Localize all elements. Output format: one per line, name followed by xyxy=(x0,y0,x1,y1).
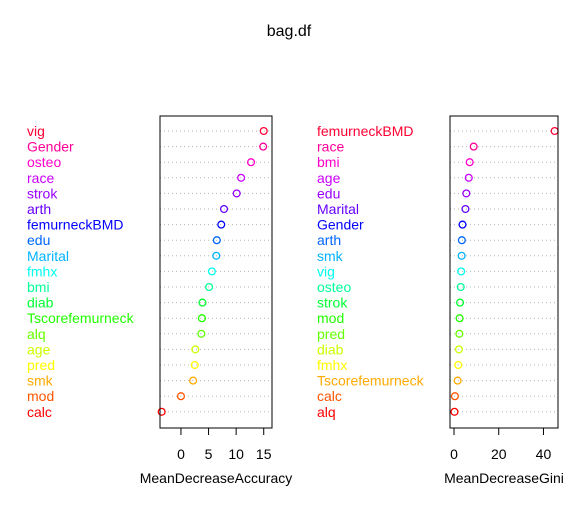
row-label: diab xyxy=(27,295,54,311)
row-label: osteo xyxy=(27,154,61,170)
data-point xyxy=(456,282,465,292)
data-point xyxy=(246,158,256,167)
data-point xyxy=(197,314,206,323)
row-label: femurneckBMD xyxy=(27,217,123,233)
data-point xyxy=(469,142,478,151)
data-point xyxy=(198,298,207,307)
data-point xyxy=(191,345,200,354)
row-label: pred xyxy=(317,326,345,342)
row-label: calc xyxy=(27,404,52,420)
data-point xyxy=(189,376,198,385)
row-label: smk xyxy=(317,248,344,264)
data-point xyxy=(464,173,473,182)
data-point xyxy=(461,204,470,214)
data-point xyxy=(457,236,466,245)
data-point xyxy=(450,407,459,416)
data-point xyxy=(232,189,241,198)
x-axis-label: MeanDecreaseGini xyxy=(444,470,564,486)
data-point xyxy=(212,236,221,245)
row-label: Tscorefemurneck xyxy=(317,373,425,389)
x-tick-label: 20 xyxy=(491,446,507,462)
row-label: osteo xyxy=(317,279,351,295)
row-label: age xyxy=(317,170,341,186)
data-point xyxy=(219,204,229,214)
x-tick-label: 10 xyxy=(228,446,244,462)
x-tick-label: 40 xyxy=(536,446,552,462)
row-label: vig xyxy=(27,123,45,139)
row-label: edu xyxy=(317,185,340,201)
row-label: femurneckBMD xyxy=(317,123,413,139)
data-point xyxy=(207,267,216,276)
data-point xyxy=(176,392,186,401)
data-point xyxy=(457,251,466,260)
data-point xyxy=(205,282,214,292)
row-label: strok xyxy=(317,295,348,311)
data-point xyxy=(190,360,199,370)
data-point xyxy=(212,251,221,260)
row-label: vig xyxy=(317,263,335,279)
row-label: mod xyxy=(317,310,344,326)
data-point xyxy=(465,158,474,167)
row-label: alq xyxy=(317,404,336,420)
row-label: alq xyxy=(27,326,46,342)
plot-frame xyxy=(159,115,273,429)
panels: vigGenderosteoracestrokarthfemurneckBMDe… xyxy=(27,115,564,486)
panel-2: femurneckBMDracebmiageeduMaritalGenderar… xyxy=(317,115,564,486)
x-tick-label: 5 xyxy=(205,446,213,462)
data-point xyxy=(453,376,462,385)
data-point xyxy=(455,329,464,338)
x-tick-label: 0 xyxy=(177,446,185,462)
row-label: diab xyxy=(317,341,344,357)
panel-1: vigGenderosteoracestrokarthfemurneckBMDe… xyxy=(27,115,293,486)
data-point xyxy=(197,329,206,338)
row-label: Marital xyxy=(27,248,69,264)
row-label: race xyxy=(317,139,344,155)
row-label: Marital xyxy=(317,201,359,217)
row-label: arth xyxy=(317,232,341,248)
row-label: Gender xyxy=(317,217,364,233)
x-tick-label: 0 xyxy=(450,446,458,462)
data-point xyxy=(454,360,463,370)
row-label: strok xyxy=(27,185,58,201)
row-label: bmi xyxy=(27,279,50,295)
row-label: mod xyxy=(27,388,54,404)
data-point xyxy=(455,314,464,323)
row-label: Tscorefemurneck xyxy=(27,310,135,326)
row-label: arth xyxy=(27,201,51,217)
row-label: race xyxy=(27,170,54,186)
data-point xyxy=(237,173,246,182)
data-point xyxy=(259,126,268,136)
row-label: pred xyxy=(27,357,55,373)
x-axis-label: MeanDecreaseAccuracy xyxy=(140,470,293,486)
row-label: smk xyxy=(27,373,54,389)
data-point xyxy=(450,392,459,401)
row-label: fmhx xyxy=(27,263,57,279)
chart-title: bag.df xyxy=(267,23,312,40)
data-point xyxy=(462,189,471,198)
row-label: fmhx xyxy=(317,357,347,373)
data-point xyxy=(456,298,465,307)
row-label: age xyxy=(27,341,51,357)
data-point xyxy=(217,220,226,229)
row-label: bmi xyxy=(317,154,340,170)
x-tick-label: 15 xyxy=(256,446,272,462)
data-point xyxy=(458,220,467,229)
data-point xyxy=(157,407,166,416)
row-label: Gender xyxy=(27,139,74,155)
data-point xyxy=(457,267,466,276)
row-label: calc xyxy=(317,388,342,404)
data-point xyxy=(454,345,463,354)
data-point xyxy=(259,142,268,151)
row-label: edu xyxy=(27,232,50,248)
